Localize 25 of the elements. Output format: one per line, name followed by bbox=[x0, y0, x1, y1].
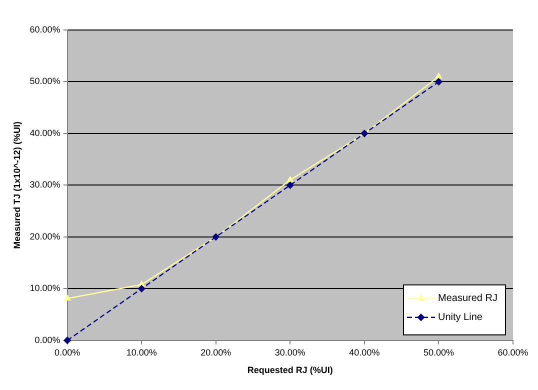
y-tick-label: 10.00% bbox=[30, 283, 60, 294]
x-tick-label: 0.00% bbox=[54, 347, 80, 358]
point bbox=[138, 285, 146, 292]
point bbox=[436, 72, 442, 79]
legend-label: Measured RJ bbox=[438, 293, 498, 304]
point bbox=[64, 336, 71, 344]
x-axis-title: Requested RJ (%UI) bbox=[247, 365, 333, 376]
y-tick-label: 20.00% bbox=[30, 231, 60, 242]
x-tick-label: 50.00% bbox=[423, 347, 454, 358]
y-tick-label: 60.00% bbox=[30, 24, 60, 34]
legend-label: Unity Line bbox=[438, 312, 483, 324]
x-tick-label: 10.00% bbox=[126, 347, 157, 358]
point bbox=[435, 78, 442, 86]
y-tick-label: 50.00% bbox=[30, 76, 60, 86]
y-tick-label: 30.00% bbox=[30, 180, 60, 190]
y-tick-label: 40.00% bbox=[30, 128, 60, 138]
point bbox=[64, 294, 71, 301]
x-tick-label: 60.00% bbox=[498, 347, 528, 358]
y-axis-title: Measured TJ (1x10^-12) (%UI) bbox=[12, 122, 22, 249]
x-tick-label: 30.00% bbox=[274, 347, 306, 358]
y-tick-label: 0.00% bbox=[34, 334, 60, 345]
x-tick-label: 20.00% bbox=[200, 347, 232, 358]
point bbox=[286, 182, 294, 189]
x-tick-label: 40.00% bbox=[349, 347, 380, 358]
point bbox=[286, 176, 294, 182]
